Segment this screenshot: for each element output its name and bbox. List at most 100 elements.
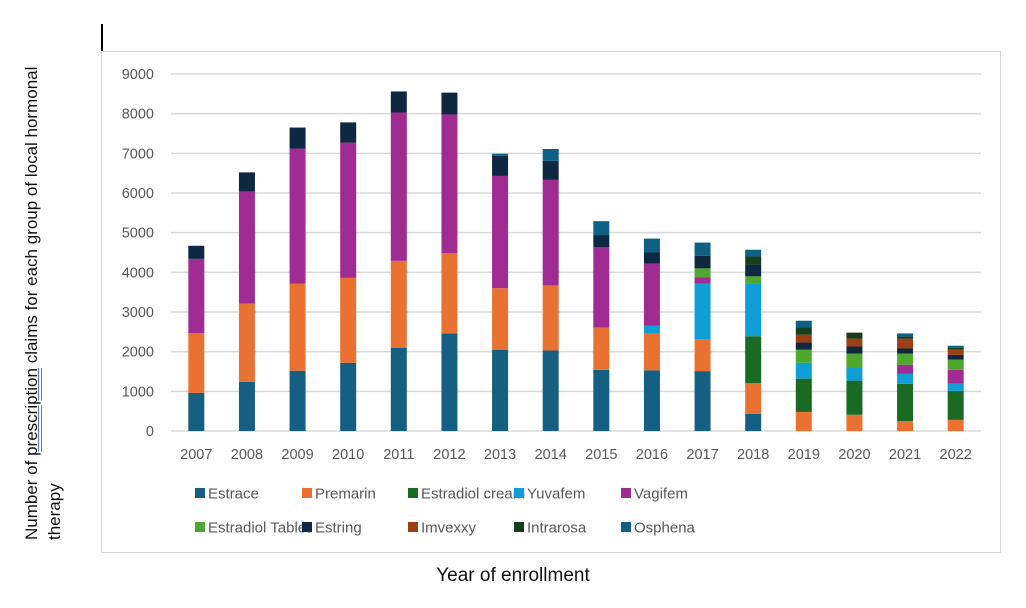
bar-segment-estring[interactable]: [441, 92, 458, 115]
bar-segment-intrarosa[interactable]: [795, 327, 812, 335]
legend-item-premarin[interactable]: Premarin: [302, 486, 376, 503]
legend-item-estrace[interactable]: Estrace: [195, 486, 259, 503]
bar-segment-premarin[interactable]: [492, 288, 509, 350]
bar-segment-imvexxy[interactable]: [795, 334, 812, 343]
bar-segment-yuvafem[interactable]: [795, 362, 812, 379]
bar-segment-estradiol-tablet[interactable]: [795, 349, 812, 363]
bar-segment-osphena[interactable]: [795, 320, 812, 328]
bar-segment-imvexxy[interactable]: [947, 349, 964, 355]
bar-segment-yuvafem[interactable]: [643, 325, 660, 334]
bar-segment-estrace[interactable]: [542, 350, 559, 431]
bar-segment-estring[interactable]: [593, 235, 610, 248]
bar-segment-premarin[interactable]: [947, 419, 964, 431]
bar-segment-estring[interactable]: [745, 264, 762, 277]
bar-segment-yuvafem[interactable]: [694, 283, 711, 340]
bar-segment-estradiol-cream[interactable]: [846, 380, 863, 415]
bar-segment-estradiol-tablet[interactable]: [897, 353, 914, 365]
bar-segment-osphena[interactable]: [492, 153, 509, 156]
bar-segment-premarin[interactable]: [390, 260, 407, 348]
y-title-underlined-word[interactable]: prescription: [22, 368, 41, 456]
bar-segment-vagifem[interactable]: [238, 191, 255, 304]
bar-segment-vagifem[interactable]: [897, 364, 914, 374]
bar-segment-estrace[interactable]: [745, 413, 762, 431]
bar-segment-estring[interactable]: [390, 91, 407, 113]
bar-segment-osphena[interactable]: [745, 249, 762, 257]
bar-segment-estrace[interactable]: [694, 371, 711, 431]
bar-segment-premarin[interactable]: [694, 339, 711, 372]
bar-segment-osphena[interactable]: [897, 333, 914, 337]
bar-segment-imvexxy[interactable]: [846, 338, 863, 347]
bar-segment-premarin[interactable]: [238, 303, 255, 382]
bar-segment-osphena[interactable]: [542, 148, 559, 161]
bar-segment-vagifem[interactable]: [289, 148, 306, 284]
bar-segment-estradiol-cream[interactable]: [897, 383, 914, 422]
bar-segment-premarin[interactable]: [593, 327, 610, 370]
bar-segment-estrace[interactable]: [289, 370, 306, 431]
bar-segment-osphena[interactable]: [694, 242, 711, 256]
bar-segment-premarin[interactable]: [795, 411, 812, 431]
legend-item-estradiol-cream[interactable]: Estradiol cream: [408, 486, 525, 503]
bar-segment-intrarosa[interactable]: [846, 332, 863, 339]
bar-segment-estring[interactable]: [238, 172, 255, 192]
bar-segment-premarin[interactable]: [846, 414, 863, 431]
bar-segment-estradiol-cream[interactable]: [795, 378, 812, 412]
bar-segment-estring[interactable]: [643, 252, 660, 264]
legend-item-yuvafem[interactable]: Yuvafem: [514, 486, 585, 503]
bar-segment-estring[interactable]: [694, 255, 711, 269]
bar-segment-intrarosa[interactable]: [745, 256, 762, 265]
bar-segment-estradiol-tablet[interactable]: [745, 276, 762, 284]
bar-segment-vagifem[interactable]: [441, 114, 458, 254]
bar-segment-estrace[interactable]: [593, 369, 610, 431]
bar-segment-estradiol-tablet[interactable]: [846, 353, 863, 368]
bar-segment-estradiol-tablet[interactable]: [694, 268, 711, 278]
bar-segment-vagifem[interactable]: [492, 175, 509, 289]
bar-segment-intrarosa[interactable]: [947, 347, 964, 350]
bar-segment-premarin[interactable]: [340, 277, 357, 363]
legend-item-intrarosa[interactable]: Intrarosa: [514, 520, 587, 537]
bar-segment-estrace[interactable]: [643, 370, 660, 431]
bar-segment-estring[interactable]: [846, 346, 863, 354]
bar-segment-estring[interactable]: [340, 122, 357, 143]
bar-segment-vagifem[interactable]: [947, 369, 964, 384]
bar-segment-vagifem[interactable]: [390, 112, 407, 261]
bar-segment-vagifem[interactable]: [643, 263, 660, 326]
bar-segment-estring[interactable]: [542, 160, 559, 180]
bar-segment-premarin[interactable]: [188, 333, 205, 393]
legend-item-estradiol-tablet[interactable]: Estradiol Tablet: [195, 520, 311, 537]
bar-segment-premarin[interactable]: [542, 285, 559, 351]
bar-segment-premarin[interactable]: [441, 253, 458, 334]
bar-segment-estrace[interactable]: [441, 333, 458, 431]
bar-segment-osphena[interactable]: [643, 238, 660, 253]
bar-segment-premarin[interactable]: [745, 383, 762, 414]
bar-segment-vagifem[interactable]: [188, 258, 205, 334]
bar-segment-imvexxy[interactable]: [897, 338, 914, 349]
bar-segment-osphena[interactable]: [593, 221, 610, 236]
bar-segment-estrace[interactable]: [390, 347, 407, 431]
bar-segment-osphena[interactable]: [947, 345, 964, 348]
legend-item-vagifem[interactable]: Vagifem: [621, 486, 688, 503]
legend-item-imvexxy[interactable]: Imvexxy: [408, 520, 477, 537]
bar-segment-estring[interactable]: [947, 354, 964, 360]
bar-segment-estrace[interactable]: [492, 349, 509, 431]
bar-segment-estring[interactable]: [492, 155, 509, 176]
bar-segment-premarin[interactable]: [897, 421, 914, 431]
bar-segment-yuvafem[interactable]: [897, 373, 914, 384]
bar-segment-yuvafem[interactable]: [947, 383, 964, 391]
bar-segment-estrace[interactable]: [188, 392, 205, 431]
legend-item-estring[interactable]: Estring: [302, 520, 362, 537]
bar-segment-estradiol-tablet[interactable]: [947, 359, 964, 370]
bar-segment-yuvafem[interactable]: [745, 283, 762, 337]
legend-item-osphena[interactable]: Osphena: [621, 520, 696, 537]
bar-segment-vagifem[interactable]: [542, 179, 559, 286]
bar-segment-yuvafem[interactable]: [846, 367, 863, 381]
bar-segment-estrace[interactable]: [238, 381, 255, 431]
bar-segment-estrace[interactable]: [340, 362, 357, 431]
bar-segment-estring[interactable]: [795, 342, 812, 350]
bar-segment-estring[interactable]: [897, 348, 914, 354]
bar-segment-estradiol-cream[interactable]: [745, 336, 762, 384]
bar-segment-vagifem[interactable]: [694, 277, 711, 284]
bar-segment-estradiol-cream[interactable]: [947, 390, 964, 420]
bar-segment-vagifem[interactable]: [593, 247, 610, 328]
bar-segment-intrarosa[interactable]: [897, 336, 914, 339]
bar-segment-premarin[interactable]: [643, 333, 660, 371]
